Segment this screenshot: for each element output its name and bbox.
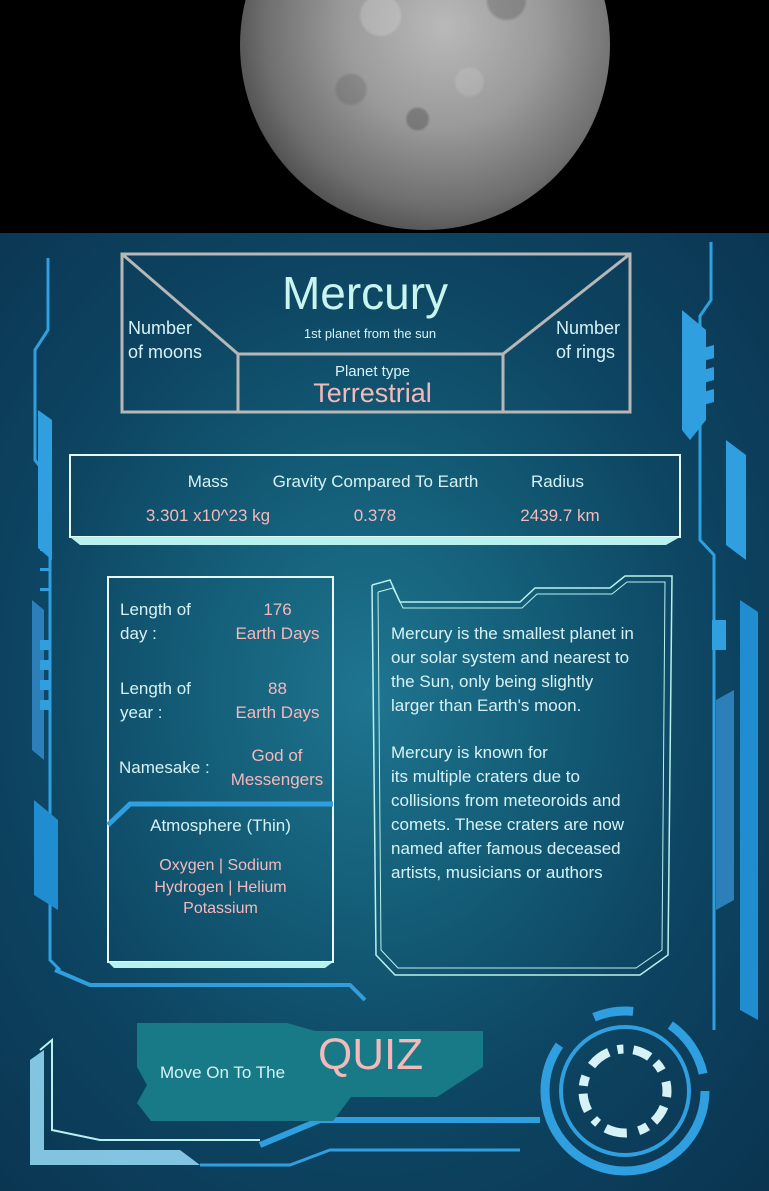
namesake-value: God of Messengers [230, 746, 324, 789]
radius-label: Radius [531, 472, 584, 491]
hud-ring-icon [540, 1006, 710, 1176]
day-value: 176 Earth Days [235, 600, 320, 643]
quiz-button-label[interactable]: QUIZ [318, 1030, 424, 1079]
planet-name: Mercury [281, 267, 449, 319]
quiz-button[interactable] [137, 1023, 483, 1121]
moons-label: Number of moons [128, 318, 203, 362]
quiz-button-prefix[interactable]: Move On To The [160, 1063, 286, 1082]
planet-subtitle: 1st planet from the sun [303, 326, 437, 341]
planet-type-label: Planet type [334, 363, 411, 380]
atmosphere-line: Potassium [183, 900, 258, 917]
planet-type-value: Terrestrial [313, 378, 432, 408]
atmosphere-title: Atmosphere (Thin) [150, 816, 291, 835]
gravity-label: Gravity Compared To Earth [272, 472, 479, 491]
year-value: 88 Earth Days [235, 679, 320, 722]
rings-label: Number of rings [556, 318, 621, 362]
atmosphere-list: Oxygen | Sodium Hydrogen | Helium Potass… [108, 855, 333, 920]
mass-value: 3.301 x10^23 kg [145, 506, 271, 525]
description-paragraph-1: Mercury is the smallest planet in our so… [391, 624, 634, 715]
year-label: Length of year : [120, 679, 191, 722]
description-paragraph-2: Mercury is known for its multiple crater… [391, 743, 625, 882]
planet-photo-area [0, 0, 769, 233]
atmosphere-line: Hydrogen | Helium [154, 878, 287, 896]
radius-value: 2439.7 km [520, 506, 600, 525]
atmosphere-line: Oxygen | Sodium [159, 857, 282, 874]
day-label: Length of day : [120, 600, 191, 643]
gravity-value: 0.378 [353, 506, 397, 525]
namesake-label: Namesake : [119, 758, 210, 777]
mass-label: Mass [187, 472, 229, 491]
